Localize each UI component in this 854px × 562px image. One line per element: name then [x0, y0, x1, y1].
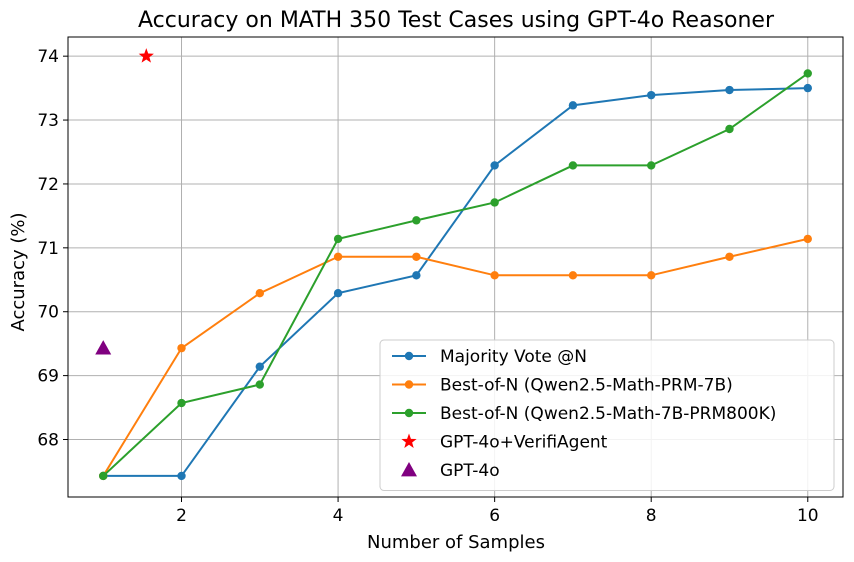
legend-box	[379, 339, 835, 491]
series-1-point-8	[725, 252, 734, 261]
legend-marker-0	[404, 351, 414, 361]
series-0-point-9	[803, 83, 812, 93]
series-2-point-9	[803, 69, 812, 78]
series-2-point-1	[177, 398, 186, 408]
series-4	[95, 340, 112, 355]
x-tick-label-3: 8	[646, 506, 657, 526]
series-2-point-0	[99, 471, 108, 481]
plot-frame	[67, 36, 844, 498]
chart-title: Accuracy on MATH 350 Test Cases using GP…	[138, 8, 775, 33]
series-3-point-0	[138, 48, 154, 63]
series-2-point-3	[333, 234, 343, 244]
legend-marker-1	[404, 380, 414, 389]
series-0-line	[103, 87, 808, 477]
series-1-point-1	[177, 343, 186, 353]
series-1-point-4	[412, 252, 421, 261]
legend-label-2: Best-of-N (Qwen2.5-Math-7B-PRM800K)	[440, 404, 776, 424]
y-tick-label-2: 70	[37, 303, 59, 323]
y-tick-label-0: 68	[37, 431, 59, 451]
legend-marker-2	[404, 408, 414, 418]
series-0-point-4	[412, 271, 421, 280]
series-0-point-7	[647, 90, 656, 100]
series-2-point-6	[568, 161, 578, 170]
series-0-point-5	[490, 161, 499, 170]
y-tick-label-3: 71	[37, 239, 59, 259]
y-tick-label-6: 74	[37, 47, 59, 67]
legend-label-4: GPT-4o	[440, 461, 500, 481]
series-1-point-7	[647, 271, 656, 280]
x-tick-label-4: 10	[797, 506, 819, 526]
y-tick-label-5: 73	[37, 111, 59, 131]
series-2-point-7	[647, 161, 656, 170]
series-3	[138, 48, 154, 63]
legend-marker-4	[401, 462, 417, 477]
series-2-line	[102, 72, 809, 477]
x-axis-label: Number of Samples	[367, 532, 545, 553]
y-tick-label-1: 69	[37, 367, 59, 387]
x-tick-label-1: 4	[333, 506, 344, 526]
series-2-point-2	[255, 380, 264, 389]
y-tick-label-4: 72	[37, 175, 59, 195]
x-tick-label-0: 2	[176, 506, 187, 526]
series-1-point-9	[803, 234, 812, 244]
legend: Majority Vote @N Best-of-N (Qwen2.5-Math-…	[379, 339, 835, 491]
series-1-point-5	[490, 271, 499, 280]
series-1-point-3	[333, 252, 343, 261]
legend-marker-3	[401, 433, 417, 448]
series-2	[99, 69, 812, 481]
series-layer	[95, 48, 812, 481]
series-0-point-1	[177, 471, 186, 481]
y-axis-label: Accuracy (%)	[8, 212, 29, 331]
series-1-point-2	[255, 288, 264, 298]
series-0-point-2	[255, 362, 264, 371]
series-0-point-8	[725, 85, 734, 95]
series-4-point-0	[95, 340, 112, 355]
series-0-point-6	[568, 101, 578, 110]
series-1-line	[102, 237, 808, 477]
legend-label-0: Majority Vote @N	[440, 347, 587, 367]
series-2-point-5	[490, 198, 499, 207]
series-2-point-8	[725, 124, 734, 134]
series-0-point-3	[333, 288, 343, 298]
legend-label-1: Best-of-N (Qwen2.5-Math-PRM-7B)	[440, 376, 733, 396]
legend-label-3: GPT-4o+VerifiAgent	[440, 433, 608, 453]
x-tick-label-2: 6	[489, 506, 500, 526]
series-2-point-4	[412, 216, 421, 225]
series-1-point-6	[568, 271, 578, 280]
